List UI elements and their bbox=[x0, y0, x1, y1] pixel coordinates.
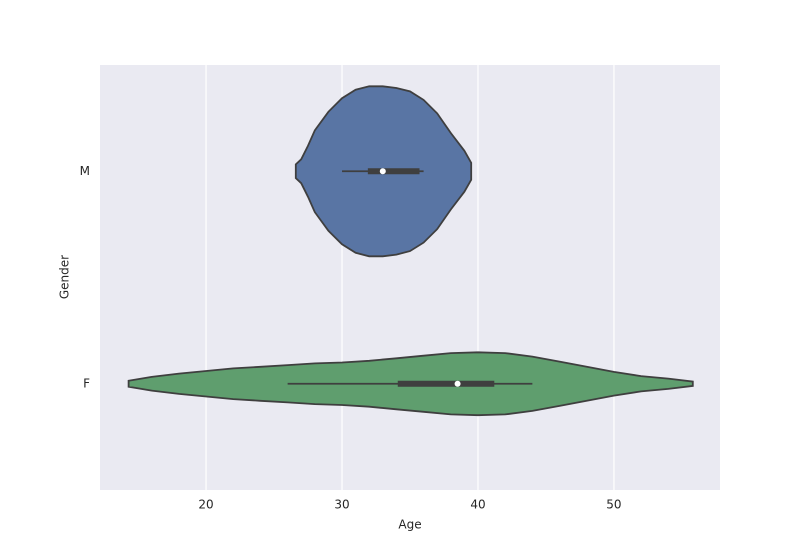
x-tick-label: 40 bbox=[470, 498, 485, 512]
median bbox=[454, 380, 461, 387]
x-axis-label: Age bbox=[398, 518, 421, 532]
y-tick-label: F bbox=[83, 376, 90, 390]
y-tick-label: M bbox=[80, 164, 90, 178]
x-tick-label: 50 bbox=[606, 498, 621, 512]
median bbox=[379, 168, 386, 175]
x-tick-label: 30 bbox=[334, 498, 349, 512]
y-axis-label: Gender bbox=[58, 255, 72, 299]
x-tick-label: 20 bbox=[198, 498, 213, 512]
